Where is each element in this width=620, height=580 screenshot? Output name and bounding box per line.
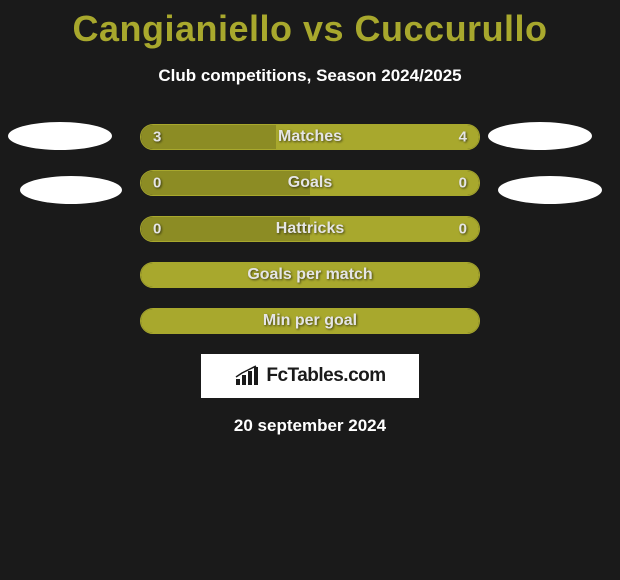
stat-row: Min per goal (140, 308, 480, 334)
stat-label: Min per goal (263, 312, 357, 330)
stat-value-right: 0 (459, 221, 467, 238)
stat-value-left: 0 (153, 221, 161, 238)
date-text: 20 september 2024 (0, 416, 620, 436)
decorative-ellipse (498, 176, 602, 204)
stat-value-right: 0 (459, 175, 467, 192)
stat-row: 0 0 Goals (140, 170, 480, 196)
stat-row: 0 0 Hattricks (140, 216, 480, 242)
bar-right (310, 171, 479, 195)
comparison-subtitle: Club competitions, Season 2024/2025 (0, 66, 620, 86)
comparison-title: Cangianiello vs Cuccurullo (0, 0, 620, 50)
stat-row: Goals per match (140, 262, 480, 288)
stat-value-right: 4 (459, 129, 467, 146)
stat-row: 3 4 Matches (140, 124, 480, 150)
stat-value-left: 3 (153, 129, 161, 146)
logo-box: FcTables.com (201, 354, 419, 398)
bar-left (141, 171, 310, 195)
decorative-ellipse (20, 176, 122, 204)
decorative-ellipse (488, 122, 592, 150)
stat-label: Goals per match (247, 266, 372, 284)
stat-label: Hattricks (276, 220, 344, 238)
stat-label: Matches (278, 128, 342, 146)
logo-text: FcTables.com (266, 365, 385, 387)
stats-container: 3 4 Matches 0 0 Goals 0 0 Hattricks Goals per mat… (0, 124, 620, 334)
chart-icon (234, 365, 260, 387)
stat-label: Goals (288, 174, 332, 192)
decorative-ellipse (8, 122, 112, 150)
stat-value-left: 0 (153, 175, 161, 192)
